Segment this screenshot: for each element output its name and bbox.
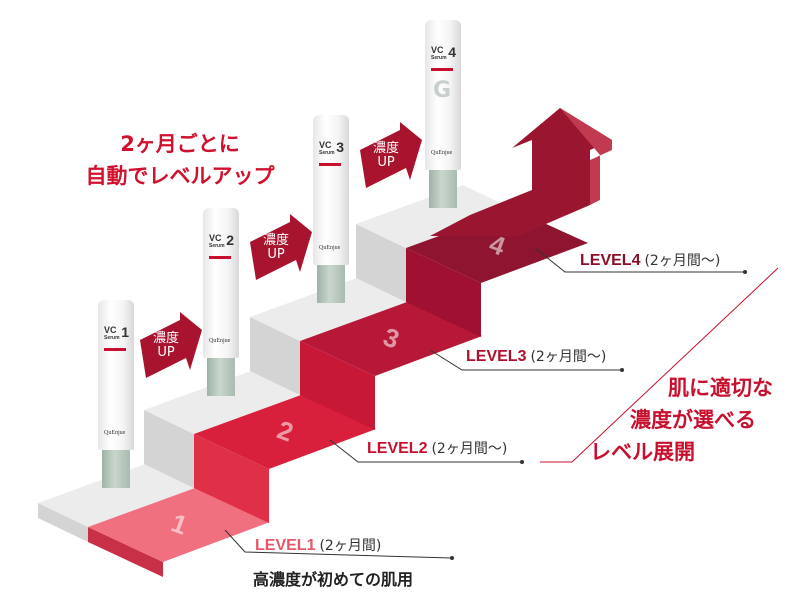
concentration-up-badge: 濃度 UP (152, 331, 179, 360)
up-arrow-icon (140, 312, 202, 378)
g-mark-icon: G (433, 78, 452, 103)
step-gray-tread (356, 185, 513, 248)
concentration-up-badge: 濃度 UP (262, 233, 289, 262)
step-red-riser (300, 341, 375, 430)
level1-label: LEVEL1 (2ヶ月間) (255, 537, 382, 554)
step-red-riser (88, 527, 163, 577)
headline-line2: 自動でレベルアップ (85, 164, 275, 188)
side-copy-line2: 濃度が選べる (630, 408, 756, 432)
level4-label: LEVEL4 (2ヶ月間〜) (580, 252, 721, 269)
step-gray-tread (250, 278, 407, 341)
step-gray-riser (144, 410, 194, 488)
step-red-riser (194, 434, 269, 523)
serum-tube-level4: VC Serum 4 G QuEnjue (425, 20, 461, 208)
step-gray-riser (38, 503, 88, 542)
side-copy-bracket (540, 267, 779, 463)
serum-tube-level1: VC Serum 1 QuEnjue (98, 300, 134, 488)
step-gray-tread (38, 464, 195, 527)
serum-tube-level2: VC Serum 2 QuEnjue (203, 208, 239, 396)
level2-label: LEVEL2 (2ヶ月間〜) (367, 440, 508, 457)
level1-note: 高濃度が初めての肌用 (253, 570, 414, 589)
step-red-tread (406, 209, 588, 283)
side-copy-line3: レベル展開 (590, 440, 695, 464)
step-red-tread (300, 302, 482, 376)
step-gray-riser (356, 224, 406, 302)
up-arrow-icon (250, 214, 312, 280)
headline-line1: 2ヶ月ごとに (120, 132, 240, 156)
headline: 2ヶ月ごとに 自動でレベルアップ (60, 128, 300, 192)
step-red-tread (194, 395, 376, 469)
step-gray-riser (250, 317, 300, 395)
level3-label: LEVEL3 (2ヶ月間〜) (466, 348, 607, 365)
step-red-tread (88, 488, 270, 562)
serum-tube-level3: VC Serum 3 QuEnjue (313, 115, 349, 303)
side-copy-line1: 肌に適切な (668, 376, 773, 400)
side-copy: 肌に適切な 濃度が選べる レベル展開 (590, 372, 773, 468)
concentration-up-badge: 濃度 UP (372, 141, 399, 170)
up-arrow-icon (360, 122, 422, 188)
step-gray-tread (144, 371, 301, 434)
leader-lines (224, 247, 745, 559)
step-red-riser (406, 248, 481, 337)
big-up-arrow-side (560, 108, 612, 205)
big-up-arrow (430, 108, 612, 236)
